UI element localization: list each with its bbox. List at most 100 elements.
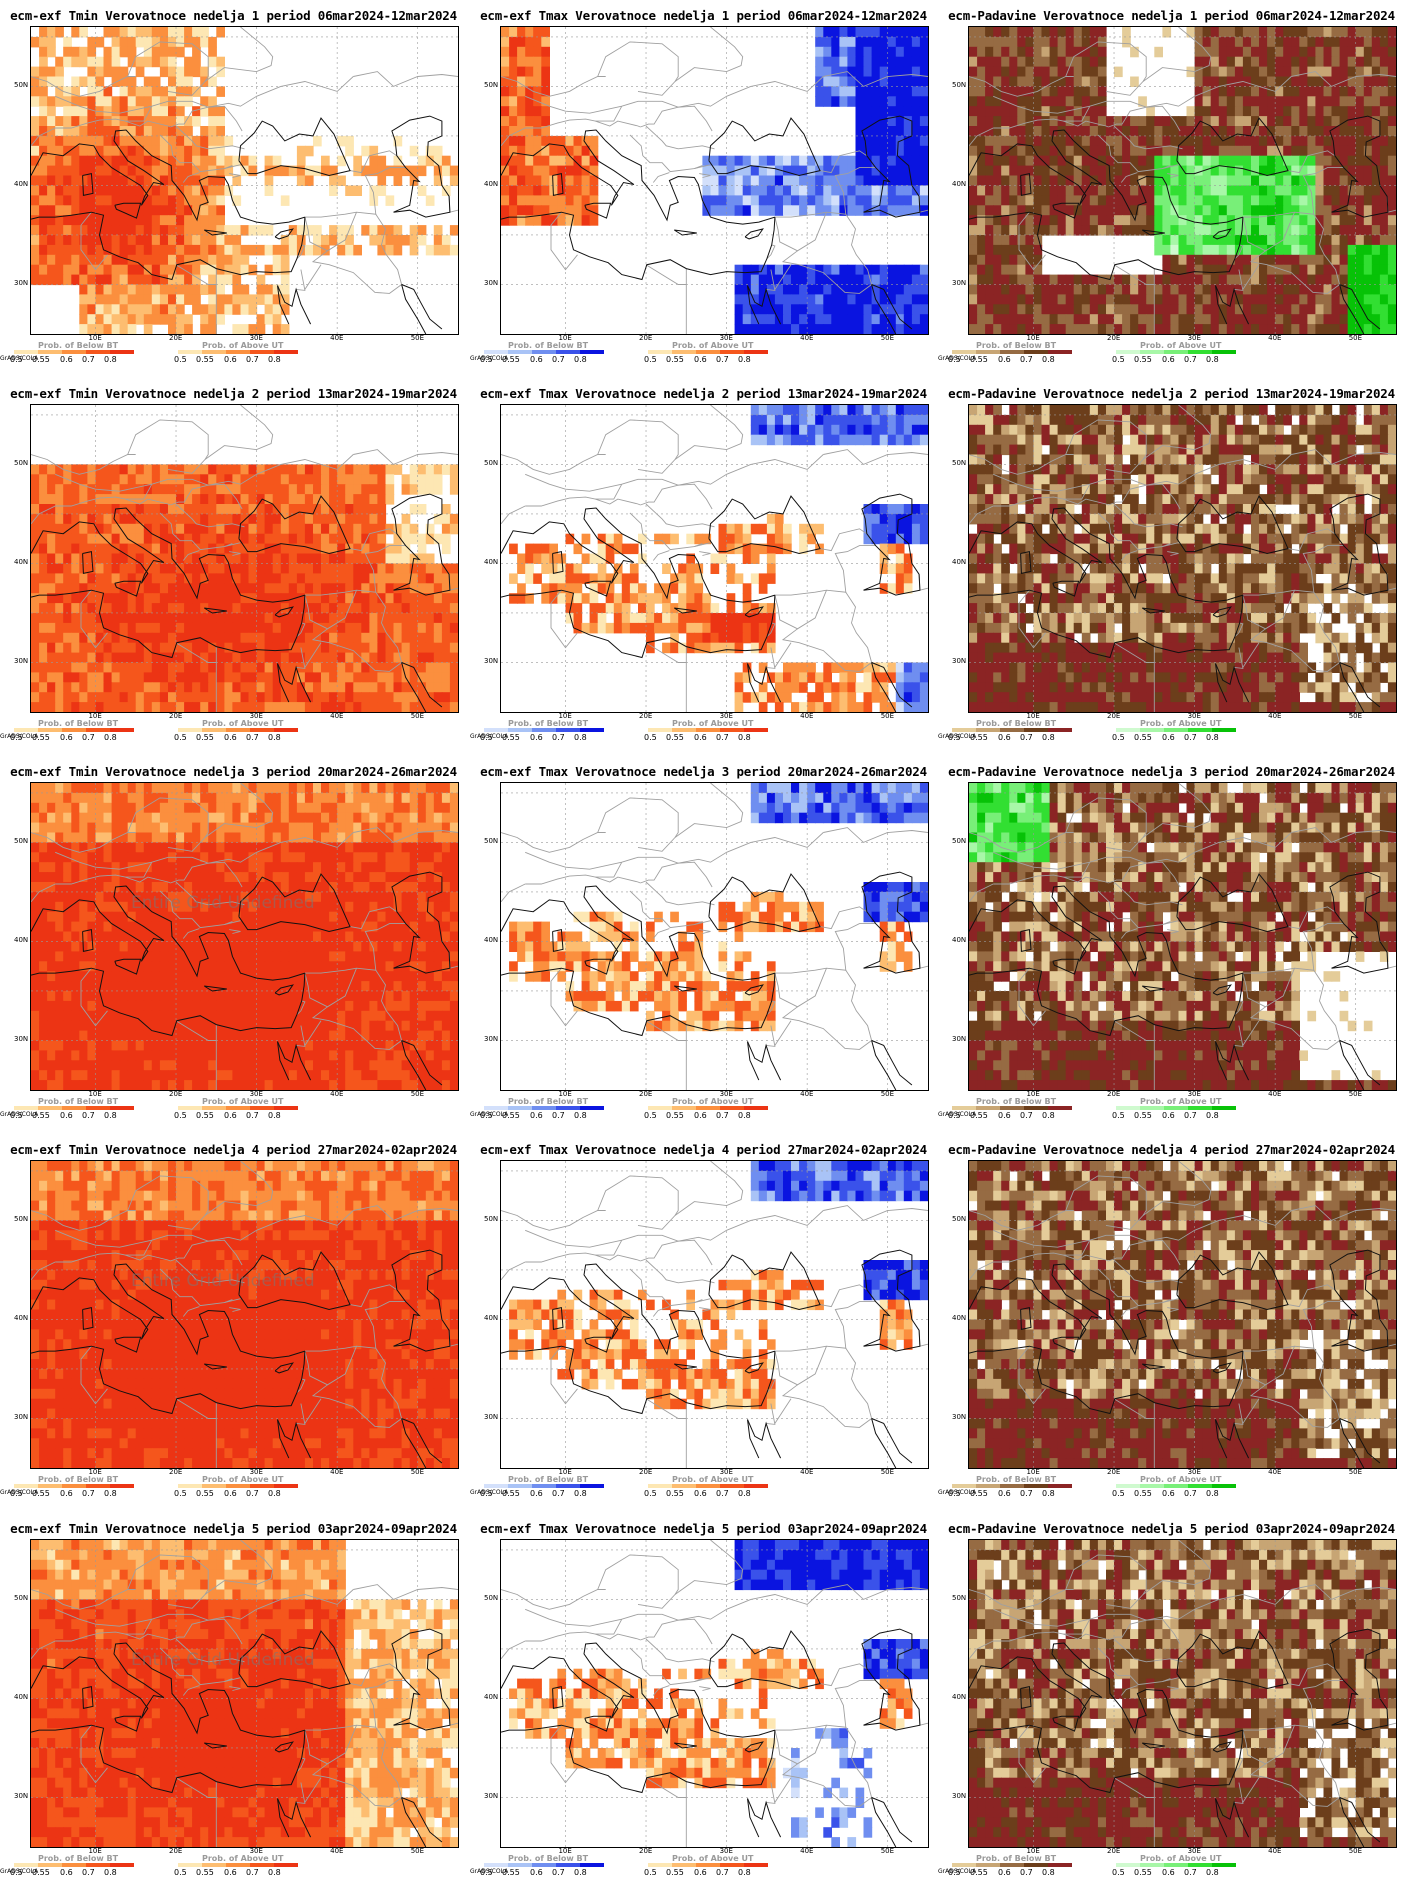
- country-border: [550, 1724, 578, 1784]
- country-border: [1242, 968, 1295, 1008]
- country-border: [349, 150, 398, 174]
- country-border: [1065, 1554, 1147, 1609]
- colorbar-swatch: [696, 728, 720, 732]
- colorbar-swatch: [744, 1106, 768, 1110]
- country-border: [1287, 906, 1336, 930]
- below-legend-ticks: 0.5 0.55 0.6 0.7 0.8: [948, 1111, 1064, 1120]
- longitude-label: 40E: [800, 712, 814, 720]
- coastline: [391, 871, 451, 974]
- country-border: [781, 250, 872, 294]
- panel-title: ecm-Padavine Verovatnoce nedelja 2 perio…: [948, 386, 1395, 401]
- coastline: [1339, 284, 1365, 334]
- coastline: [238, 1630, 351, 1690]
- colorbar-swatch: [484, 350, 508, 354]
- tick-label: 0.6: [530, 1111, 543, 1120]
- coastline: [501, 507, 776, 603]
- colorbar-swatch: [1116, 728, 1140, 732]
- tick-label: 0.7: [552, 1111, 565, 1120]
- country-border: [766, 1000, 776, 1016]
- coastline: [1141, 985, 1165, 992]
- below-legend-colorbar: [952, 1863, 1072, 1867]
- coastline: [391, 1628, 451, 1731]
- above-legend-colorbar: [178, 1484, 298, 1488]
- below-legend-title: Prob. of Below BT: [38, 1475, 119, 1484]
- colorbar-swatch: [484, 728, 508, 732]
- country-border: [204, 1161, 274, 1216]
- coastline: [1329, 493, 1389, 596]
- colorbar-swatch: [1188, 728, 1212, 732]
- below-legend-title: Prob. of Below BT: [38, 341, 119, 350]
- tick-label: 0.5: [174, 355, 187, 364]
- longitude-label: 10E: [88, 1090, 102, 1098]
- latitude-label: 40N: [952, 1693, 967, 1702]
- colorbar-swatch: [648, 1106, 672, 1110]
- above-legend-ticks: 0.5 0.55 0.6 0.7 0.8: [174, 1868, 290, 1877]
- latitude-label: 50N: [952, 1215, 967, 1224]
- country-border: [1113, 1638, 1183, 1663]
- forecast-panel: ecm-exf Tmax Verovatnoce nedelja 5 perio…: [470, 1513, 937, 1883]
- country-border: [699, 173, 711, 178]
- tick-label: 0.6: [530, 733, 543, 742]
- coastline: [708, 117, 821, 177]
- tick-label: 0.6: [530, 1489, 543, 1498]
- tick-label: 0.8: [1206, 355, 1219, 364]
- probability-map: [31, 1161, 458, 1468]
- colorbar-swatch: [202, 1484, 226, 1488]
- latitude-label: 30N: [952, 1413, 967, 1422]
- colorbar-swatch: [1188, 1484, 1212, 1488]
- tick-label: 0.5: [644, 1111, 657, 1120]
- coastline: [1329, 1628, 1389, 1731]
- longitude-label: 40E: [1268, 334, 1282, 342]
- below-legend-title: Prob. of Below BT: [976, 1097, 1057, 1106]
- coastline: [1215, 663, 1250, 703]
- country-border: [640, 861, 713, 888]
- coastline: [1215, 1419, 1250, 1459]
- country-border: [550, 211, 578, 271]
- map-area: [30, 404, 459, 713]
- colorbar-swatch: [744, 1863, 768, 1867]
- country-border: [1113, 1259, 1183, 1284]
- latitude-label: 50N: [14, 1594, 29, 1603]
- coastline: [1020, 928, 1032, 953]
- country-border: [774, 923, 876, 974]
- probability-cells: [969, 1161, 1396, 1468]
- tick-label: 0.5: [1112, 733, 1125, 742]
- latitude-label: 30N: [14, 1035, 29, 1044]
- colorbar-swatch: [952, 1863, 976, 1867]
- probability-map: [969, 783, 1396, 1090]
- coastline: [1215, 1041, 1250, 1081]
- coastline: [871, 1797, 897, 1847]
- probability-map: [31, 405, 458, 712]
- colorbar-swatch: [556, 1484, 580, 1488]
- coastline: [747, 1798, 760, 1838]
- country-border: [125, 120, 171, 128]
- longitude-label: 50E: [1348, 712, 1363, 720]
- longitude-label: 20E: [169, 334, 183, 342]
- country-border: [969, 1589, 1074, 1610]
- below-legend-ticks: 0.5 0.55 0.6 0.7 0.8: [10, 1111, 126, 1120]
- tick-label: 0.8: [738, 1111, 751, 1120]
- country-border: [304, 167, 406, 218]
- below-legend-title: Prob. of Below BT: [976, 719, 1057, 728]
- below-legend-title: Prob. of Below BT: [508, 341, 589, 350]
- tick-label: 0.6: [1162, 355, 1175, 364]
- probability-map: [969, 1540, 1396, 1847]
- tick-label: 0.55: [1134, 733, 1152, 742]
- country-border: [159, 512, 233, 551]
- tick-label: 0.55: [970, 1868, 988, 1877]
- country-border: [550, 1345, 578, 1405]
- panel-title: ecm-exf Tmax Verovatnoce nedelja 5 perio…: [480, 1521, 927, 1536]
- coastline: [1329, 1249, 1389, 1352]
- latitude-label: 30N: [952, 1792, 967, 1801]
- coastline: [1141, 607, 1165, 614]
- colorbar-swatch: [1000, 1484, 1024, 1488]
- panel-title: ecm-exf Tmax Verovatnoce nedelja 2 perio…: [480, 386, 927, 401]
- country-border: [125, 1254, 171, 1262]
- tick-label: 0.8: [574, 1111, 587, 1120]
- country-border: [175, 1638, 245, 1663]
- country-border: [31, 1261, 56, 1281]
- colorbar-swatch: [1048, 728, 1072, 732]
- country-border: [1167, 1307, 1179, 1312]
- country-border: [1063, 1633, 1109, 1641]
- coastline: [1020, 550, 1032, 575]
